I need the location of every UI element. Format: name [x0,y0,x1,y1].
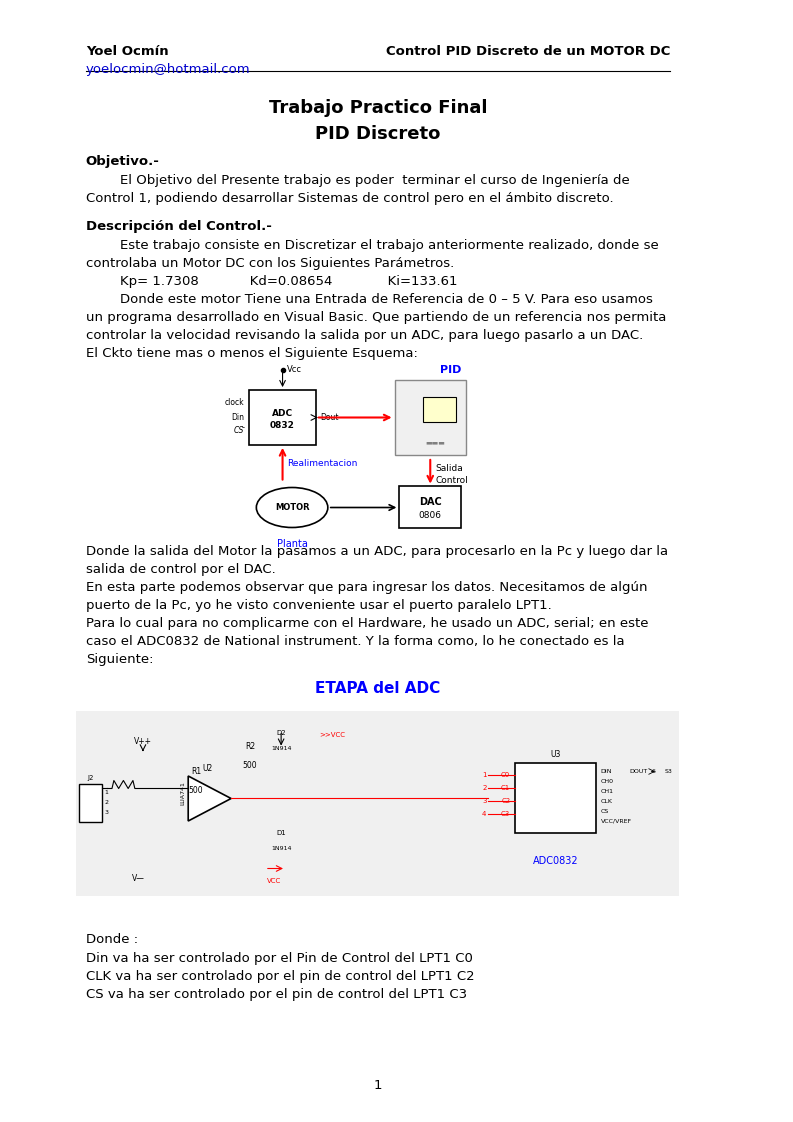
Text: Planta: Planta [277,540,308,550]
Text: Trabajo Practico Final: Trabajo Practico Final [269,99,487,117]
Text: 0832: 0832 [270,421,295,430]
Text: Donde este motor Tiene una Entrada de Referencia de 0 – 5 V. Para eso usamos: Donde este motor Tiene una Entrada de Re… [86,293,653,306]
Text: Donde la salida del Motor la pasamos a un ADC, para procesarlo en la Pc y luego : Donde la salida del Motor la pasamos a u… [86,545,668,558]
Text: Salida: Salida [435,465,463,473]
Bar [249,390,316,445]
Text: El Objetivo del Presente trabajo es poder  terminar el curso de Ingeniería de: El Objetivo del Presente trabajo es pode… [86,174,630,187]
Text: C2: C2 [501,799,511,804]
Polygon shape [188,776,231,821]
Text: Control 1, podiendo desarrollar Sistemas de control pero en el ámbito discreto.: Control 1, podiendo desarrollar Sistemas… [86,192,614,205]
Text: DAC: DAC [419,497,442,507]
Text: puerto de la Pc, yo he visto conveniente usar el puerto paralelo LPT1.: puerto de la Pc, yo he visto conveniente… [86,599,551,611]
Bar [76,711,680,896]
Text: 1: 1 [105,790,108,795]
Bar [423,397,457,422]
Text: 2: 2 [105,800,109,804]
Text: Vcc: Vcc [287,366,302,375]
Text: LUA741: LUA741 [181,782,186,806]
Text: salida de control por el DAC.: salida de control por el DAC. [86,563,275,576]
Text: U3: U3 [550,751,561,760]
Bar [400,487,462,528]
Text: controlar la velocidad revisando la salida por un ADC, para luego pasarlo a un D: controlar la velocidad revisando la sali… [86,329,643,342]
Text: ADC: ADC [272,410,293,419]
Text: 0806: 0806 [419,511,442,519]
Text: Siguiente:: Siguiente: [86,653,153,666]
Text: DIN: DIN [601,769,612,774]
Text: Para lo cual para no complicarme con el Hardware, he usado un ADC, serial; en es: Para lo cual para no complicarme con el … [86,617,648,629]
Text: ETAPA del ADC: ETAPA del ADC [316,681,440,696]
Text: clock: clock [224,398,244,407]
Text: C0: C0 [501,773,511,779]
Bar [515,763,596,834]
Text: 1N914: 1N914 [271,746,291,752]
Text: Realimentacion: Realimentacion [287,459,358,468]
Text: CLK: CLK [601,799,613,804]
Text: Donde :: Donde : [86,934,138,946]
Text: Kp= 1.7308            Kd=0.08654             Ki=133.61: Kp= 1.7308 Kd=0.08654 Ki=133.61 [86,275,458,288]
Text: Yoel Ocmín: Yoel Ocmín [86,45,168,58]
Text: R1: R1 [191,767,201,776]
Text: >>VCC: >>VCC [320,733,345,738]
Text: J2: J2 [87,775,94,782]
Text: El Ckto tiene mas o menos el Siguiente Esquema:: El Ckto tiene mas o menos el Siguiente E… [86,347,418,360]
Text: DOUT: DOUT [630,769,648,774]
Text: PID Discreto: PID Discreto [315,125,441,142]
Text: CS: CS [234,426,244,435]
Ellipse shape [256,487,328,527]
Text: U2: U2 [203,764,213,773]
Text: D1: D1 [276,830,286,837]
Text: CH1: CH1 [601,789,614,794]
Text: Objetivo.-: Objetivo.- [86,155,159,168]
Text: 3: 3 [482,799,486,804]
Text: CS va ha ser controlado por el pin de control del LPT1 C3: CS va ha ser controlado por el pin de co… [86,988,467,1001]
Text: caso el ADC0832 de National instrument. Y la forma como, lo he conectado es la: caso el ADC0832 de National instrument. … [86,635,624,649]
Text: 1: 1 [482,773,486,779]
Text: 6: 6 [651,769,655,774]
Text: Control PID Discreto de un MOTOR DC: Control PID Discreto de un MOTOR DC [385,45,670,58]
Bar [395,380,466,456]
Text: 1N914: 1N914 [271,846,291,852]
Bar [79,784,102,822]
Text: ADC0832: ADC0832 [533,856,578,866]
Text: 500: 500 [189,787,203,795]
Text: un programa desarrollado en Visual Basic. Que partiendo de un referencia nos per: un programa desarrollado en Visual Basic… [86,311,666,324]
Text: D2: D2 [276,730,286,736]
Text: MOTOR: MOTOR [274,503,309,512]
Text: CS: CS [601,809,609,813]
Text: VCC: VCC [266,879,281,884]
Text: V++: V++ [134,737,152,746]
Text: CLK va ha ser controlado por el pin de control del LPT1 C2: CLK va ha ser controlado por el pin de c… [86,971,474,983]
Text: V—: V— [132,874,144,883]
Text: Din: Din [232,413,244,422]
Text: 2: 2 [482,785,486,791]
Text: Dout: Dout [320,413,339,422]
Text: S3: S3 [665,769,672,774]
Text: controlaba un Motor DC con los Siguientes Parámetros.: controlaba un Motor DC con los Siguiente… [86,257,454,270]
Text: CH0: CH0 [601,779,614,784]
Text: yoelocmin@hotmail.com: yoelocmin@hotmail.com [86,63,251,76]
Text: C1: C1 [501,785,511,791]
Text: VCC/VREF: VCC/VREF [601,819,632,824]
Text: Control: Control [435,476,468,485]
Text: En esta parte podemos observar que para ingresar los datos. Necesitamos de algún: En esta parte podemos observar que para … [86,581,647,594]
Text: 3: 3 [105,810,109,815]
Text: PID: PID [440,365,462,375]
Text: 500: 500 [243,762,258,771]
Text: R2: R2 [245,743,255,752]
Text: Este trabajo consiste en Discretizar el trabajo anteriormente realizado, donde s: Este trabajo consiste en Discretizar el … [86,239,658,252]
Text: Descripción del Control.-: Descripción del Control.- [86,220,272,233]
Text: C3: C3 [501,811,511,818]
Text: 4: 4 [482,811,486,818]
Text: ▬▬▬: ▬▬▬ [425,440,445,445]
Text: 1: 1 [374,1079,382,1092]
Text: Din va ha ser controlado por el Pin de Control del LPT1 C0: Din va ha ser controlado por el Pin de C… [86,951,473,965]
